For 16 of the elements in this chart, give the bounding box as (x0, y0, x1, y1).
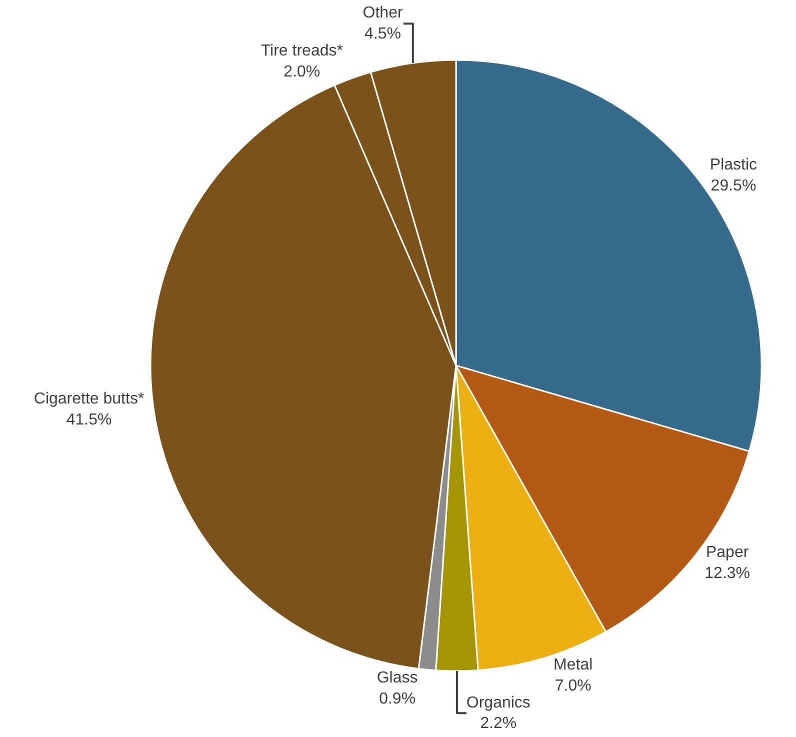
data-label: 2.0% (284, 63, 320, 80)
slice-label: Glass (376, 669, 418, 686)
data-label: 2.2% (480, 715, 517, 732)
data-label: 0.9% (379, 690, 416, 708)
data-label: 29.5% (710, 177, 756, 194)
slice-label: Organics (466, 694, 530, 712)
slice-label: Tire treads* (260, 42, 343, 60)
data-label: 4.5% (364, 25, 402, 42)
data-label: 41.5% (66, 411, 112, 428)
data-label: 7.0% (554, 677, 592, 694)
slice-label: Cigarette butts* (34, 390, 144, 408)
slice-label: Other (362, 4, 404, 22)
slice-label: Paper (706, 544, 750, 561)
slice-label: Metal (554, 656, 593, 674)
data-label: 12.3% (704, 564, 750, 582)
slice-label: Plastic (710, 156, 758, 174)
